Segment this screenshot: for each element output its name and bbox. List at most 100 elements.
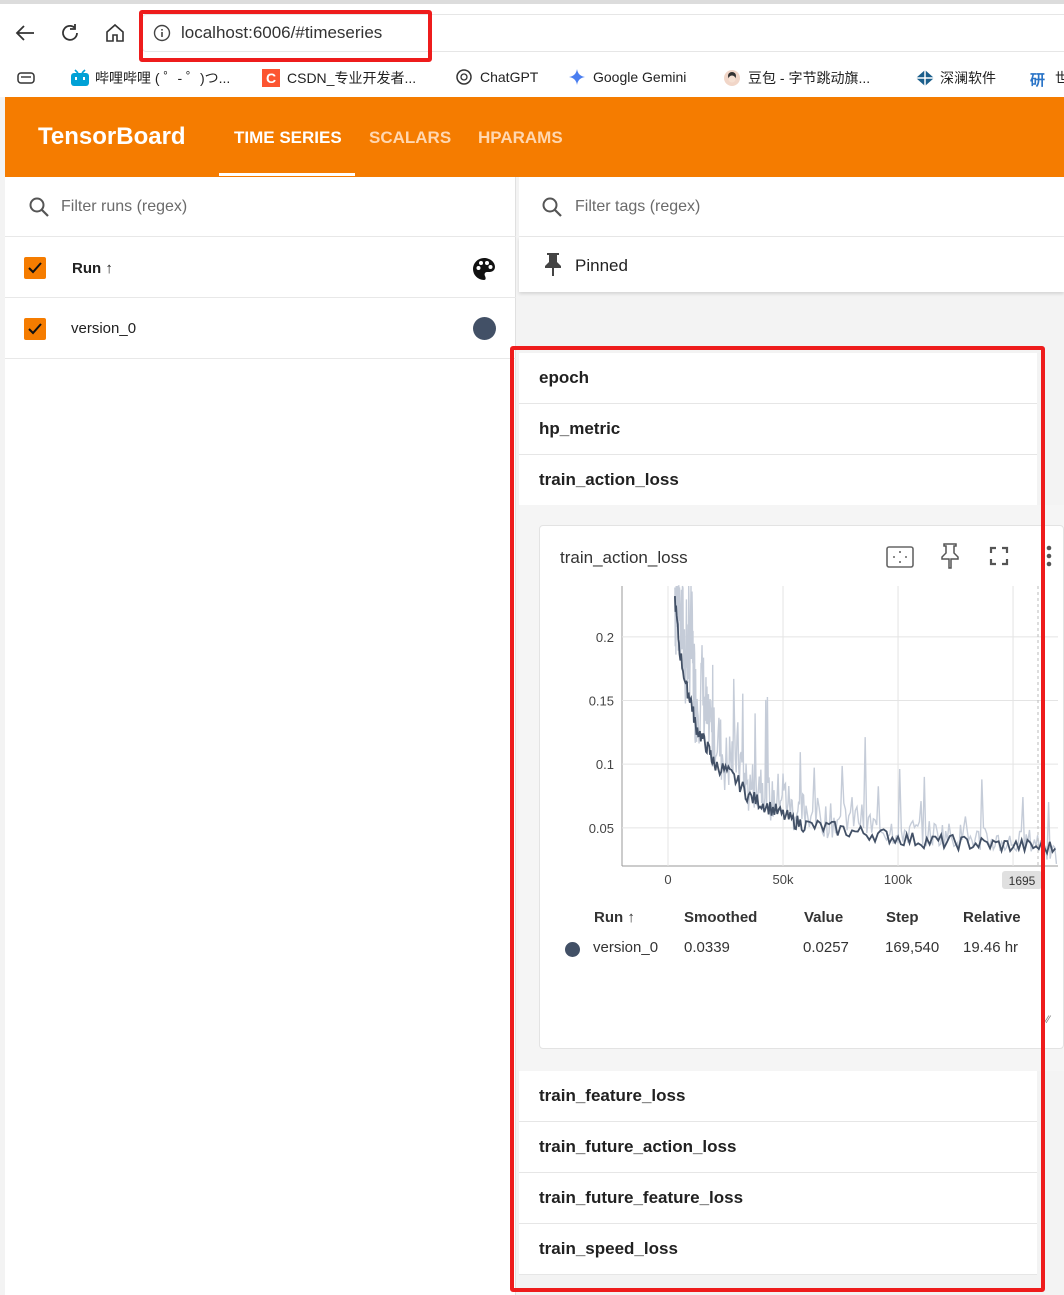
site-info-icon[interactable]: [153, 24, 171, 47]
tab-hparams[interactable]: HPARAMS: [478, 128, 563, 147]
col-smoothed-header: Smoothed: [684, 909, 758, 926]
tag-group-epoch[interactable]: epoch: [519, 353, 1037, 404]
bookmark-srun[interactable]: 深澜软件: [915, 68, 996, 88]
step-badge-label: 1695: [1009, 874, 1036, 888]
select-all-checkbox[interactable]: [24, 257, 46, 279]
tag-group-label: train_future_action_loss: [539, 1137, 737, 1156]
smoothed-series-line: [674, 596, 1056, 856]
run-row[interactable]: version_0: [5, 299, 516, 359]
tag-group-label: hp_metric: [539, 419, 621, 438]
bookmarks-bar: 哔哩哔哩 ( ゜- ゜)つ... C CSDN_专业开发者... ChatGPT…: [0, 62, 1064, 96]
tags-filter[interactable]: Filter tags (regex): [519, 177, 1064, 237]
address-bar[interactable]: localhost:6006/#timeseries: [142, 14, 1064, 52]
card-title: train_action_loss: [560, 548, 688, 567]
y-tick-label: 0.2: [596, 630, 614, 645]
tensorboard-header: TensorBoard TIME SERIES SCALARS HPARAMS: [5, 97, 1064, 177]
tag-group-label: train_speed_loss: [539, 1239, 678, 1258]
fullscreen-icon[interactable]: [989, 546, 1009, 571]
runs-filter-input[interactable]: Filter runs (regex): [61, 198, 188, 215]
run-color-dot: [565, 942, 580, 957]
col-step-header: Step: [886, 909, 919, 926]
bookmark-chatgpt[interactable]: ChatGPT: [455, 68, 538, 86]
tab-time-series[interactable]: TIME SERIES: [234, 128, 342, 147]
tag-group-label: train_action_loss: [539, 470, 679, 489]
step-badge: [1002, 871, 1042, 889]
expanded-group-area: train_action_loss 0.2 0.15 0.1 0.05 0 50k 100k…: [519, 505, 1064, 1071]
bilibili-icon: [70, 69, 89, 87]
chatgpt-icon: [455, 68, 473, 86]
fit-domain-icon[interactable]: [885, 544, 915, 575]
tag-group-train-action-loss[interactable]: train_action_loss: [519, 455, 1037, 506]
bookmark-icon: 研: [1030, 72, 1046, 89]
run-color-swatch[interactable]: [473, 317, 496, 340]
home-icon: [106, 23, 124, 42]
bookmark-bilibili[interactable]: 哔哩哔哩 ( ゜- ゜)つ...: [70, 68, 230, 88]
tag-group-train-feature-loss[interactable]: train_feature_loss: [519, 1071, 1037, 1122]
back-arrow-icon: [15, 25, 34, 41]
search-icon: [540, 195, 564, 224]
cell-relative: 19.46 hr: [963, 939, 1019, 956]
pin-icon: [543, 251, 563, 282]
run-checkbox[interactable]: [24, 318, 46, 340]
bookmark-label: 哔哩哔哩 ( ゜- ゜)つ...: [95, 70, 231, 86]
check-icon: [28, 262, 42, 274]
line-chart[interactable]: 0.20.150.10.05050k100k1501695: [540, 576, 1064, 906]
x-tick-label: 0: [664, 872, 671, 887]
url-highlight-annotation: [139, 10, 432, 62]
tensorboard-logo: TensorBoard: [38, 123, 186, 150]
runs-panel: Filter runs (regex) Run ↑ version_0: [5, 177, 516, 1295]
palette-icon[interactable]: [471, 256, 497, 287]
doubao-icon: [723, 69, 741, 87]
y-tick-label: 0.05: [589, 821, 614, 836]
bookmark-label: Google Gemini: [593, 69, 687, 85]
more-options-icon[interactable]: [1045, 544, 1053, 573]
bookmark-doubao[interactable]: 豆包 - 字节跳动旗...: [723, 68, 870, 88]
col-run-header[interactable]: Run ↑: [594, 909, 635, 926]
tags-filter-input[interactable]: Filter tags (regex): [575, 198, 701, 215]
bookmark-label: 豆包 - 字节跳动旗...: [748, 70, 871, 86]
srun-icon: [915, 69, 934, 87]
bookmark-label: CSDN_专业开发者...: [287, 70, 417, 86]
check-icon: [28, 323, 42, 335]
pinned-label: Pinned: [575, 256, 628, 275]
home-button[interactable]: [100, 18, 130, 48]
tag-group-train-future-action-loss[interactable]: train_future_action_loss: [519, 1122, 1037, 1173]
content-highlight-annotation: [510, 346, 1045, 1292]
tag-group-train-future-feature-loss[interactable]: train_future_feature_loss: [519, 1173, 1037, 1224]
col-relative-header: Relative: [963, 909, 1021, 926]
pin-card-icon[interactable]: [939, 542, 961, 575]
runs-header-row: Run ↑: [5, 238, 516, 298]
run-name: version_0: [71, 320, 137, 337]
resize-handle-icon[interactable]: ⁄⁄: [1046, 1014, 1050, 1026]
main-panel: Filter tags (regex) Pinned epoch hp_metr…: [519, 177, 1064, 1295]
reload-button[interactable]: [55, 18, 85, 48]
scalar-card: train_action_loss 0.2 0.15 0.1 0.05 0 50k 100k…: [539, 525, 1064, 1049]
y-tick-label: 0.1: [596, 757, 614, 772]
tag-group-hp-metric[interactable]: hp_metric: [519, 404, 1037, 455]
tag-group-train-speed-loss[interactable]: train_speed_loss: [519, 1224, 1037, 1275]
url-text: localhost:6006/#timeseries: [181, 23, 383, 42]
tab-scalars[interactable]: SCALARS: [369, 128, 452, 147]
cell-run: version_0: [593, 939, 659, 956]
bookmark-gemini[interactable]: Google Gemini: [568, 68, 686, 86]
back-button[interactable]: [10, 18, 40, 48]
gemini-icon: [568, 68, 586, 86]
bookmark-label: 深澜软件: [940, 70, 996, 86]
pinned-section[interactable]: Pinned: [519, 237, 1064, 292]
x-tick-label: 100k: [884, 872, 913, 887]
tab-actions-icon[interactable]: [16, 69, 36, 92]
x-tick-label: 50k: [773, 872, 794, 887]
bookmark-more[interactable]: 研 世: [1030, 68, 1064, 89]
bookmark-label: 世: [1055, 70, 1064, 86]
raw-series-line: [674, 585, 1058, 865]
browser-chrome: localhost:6006/#timeseries 哔哩哔哩 ( ゜- ゜)つ…: [0, 0, 1064, 97]
active-tab-indicator: [219, 173, 355, 176]
reload-icon: [62, 24, 78, 41]
runs-filter[interactable]: Filter runs (regex): [5, 177, 516, 237]
cell-value: 0.0257: [803, 939, 849, 956]
tag-group-label: train_feature_loss: [539, 1086, 686, 1105]
run-sort-header[interactable]: Run ↑: [72, 260, 113, 277]
bookmark-label: ChatGPT: [480, 69, 539, 85]
cell-smoothed: 0.0339: [684, 939, 730, 956]
bookmark-csdn[interactable]: C CSDN_专业开发者...: [262, 68, 416, 88]
